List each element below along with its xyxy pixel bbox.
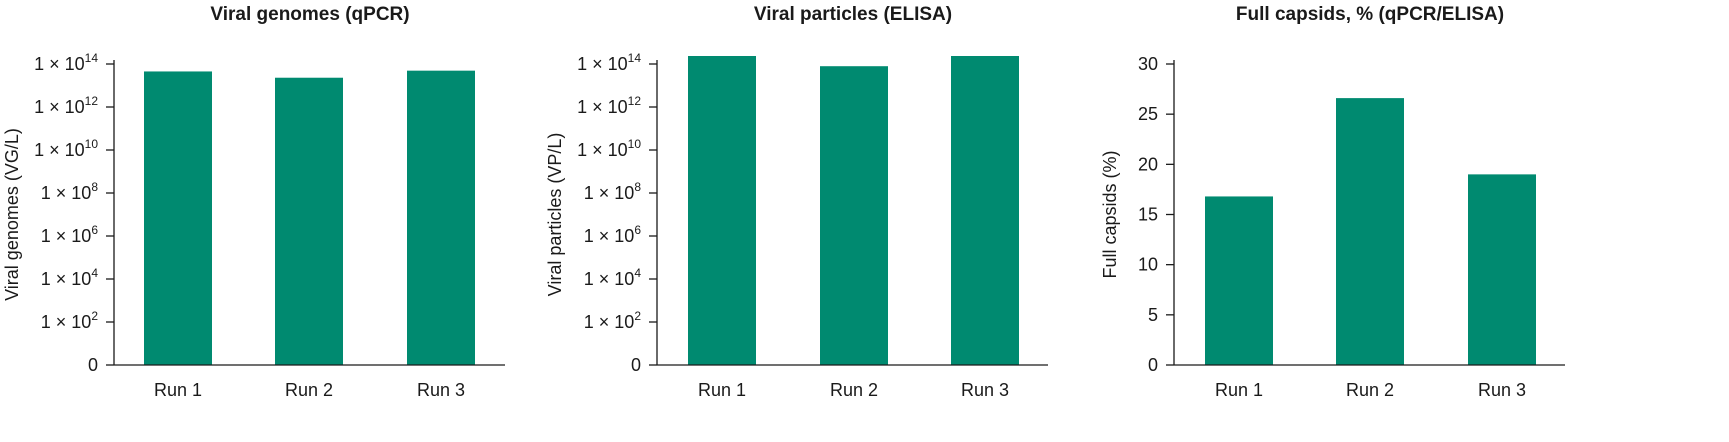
y-tick-label: 1 × 108 <box>41 180 99 203</box>
y-axis-label: Viral particles (VP/L) <box>545 133 565 297</box>
chart-title: Viral particles (ELISA) <box>754 4 952 25</box>
x-tick-label: Run 2 <box>285 380 333 400</box>
y-tick-label: 0 <box>88 355 98 375</box>
x-tick-label: Run 1 <box>698 380 746 400</box>
y-tick-label: 1 × 102 <box>584 309 642 332</box>
x-tick-label: Run 2 <box>830 380 878 400</box>
bar-run-3 <box>951 56 1019 365</box>
bar-run-2 <box>820 66 888 365</box>
y-tick-label: 10 <box>1138 255 1158 275</box>
chart-panel-2: Viral particles (ELISA) Viral particles (… <box>545 4 1048 400</box>
y-tick-label: 1 × 1014 <box>577 51 641 74</box>
chart-panel-3: Full capsids, % (qPCR/ELISA) Full capsids… <box>1100 4 1565 400</box>
y-tick-label: 25 <box>1138 104 1158 124</box>
y-tick-label: 1 × 108 <box>584 180 642 203</box>
bar-run-2 <box>1336 98 1404 365</box>
chart-title: Full capsids, % (qPCR/ELISA) <box>1236 4 1504 25</box>
x-tick-label: Run 3 <box>1478 380 1526 400</box>
y-tick-label: 1 × 106 <box>584 223 642 246</box>
y-tick-label: 20 <box>1138 154 1158 174</box>
y-tick-label: 15 <box>1138 205 1158 225</box>
bar-run-2 <box>275 77 343 366</box>
y-tick-label: 1 × 1012 <box>34 94 98 117</box>
y-tick-label: 1 × 1014 <box>34 51 98 74</box>
y-tick-label: 1 × 1012 <box>577 94 641 117</box>
y-tick-label: 30 <box>1138 54 1158 74</box>
bar-run-3 <box>407 70 475 366</box>
bar-run-3 <box>1468 174 1536 365</box>
x-tick-label: Run 1 <box>154 380 202 400</box>
y-tick-label: 1 × 106 <box>41 223 99 246</box>
y-axis-label: Viral genomes (VG/L) <box>2 128 22 301</box>
x-tick-label: Run 2 <box>1346 380 1394 400</box>
y-tick-label: 1 × 104 <box>584 266 642 289</box>
x-tick-label: Run 3 <box>961 380 1009 400</box>
y-axis-label: Full capsids (%) <box>1100 150 1120 278</box>
x-tick-label: Run 3 <box>417 380 465 400</box>
bar-run-1 <box>688 56 756 365</box>
y-tick-label: 1 × 1010 <box>34 137 98 160</box>
y-tick-label: 5 <box>1148 305 1158 325</box>
chart-title: Viral genomes (qPCR) <box>210 4 409 25</box>
x-tick-label: Run 1 <box>1215 380 1263 400</box>
bar-run-1 <box>144 71 212 365</box>
y-tick-label: 0 <box>631 355 641 375</box>
chart-panel-1: Viral genomes (qPCR) Viral genomes (VG/L)… <box>2 4 505 400</box>
y-tick-label: 1 × 1010 <box>577 137 641 160</box>
y-tick-label: 1 × 102 <box>41 309 99 332</box>
y-tick-label: 1 × 104 <box>41 266 99 289</box>
bar-run-1 <box>1205 196 1273 365</box>
y-tick-label: 0 <box>1148 355 1158 375</box>
